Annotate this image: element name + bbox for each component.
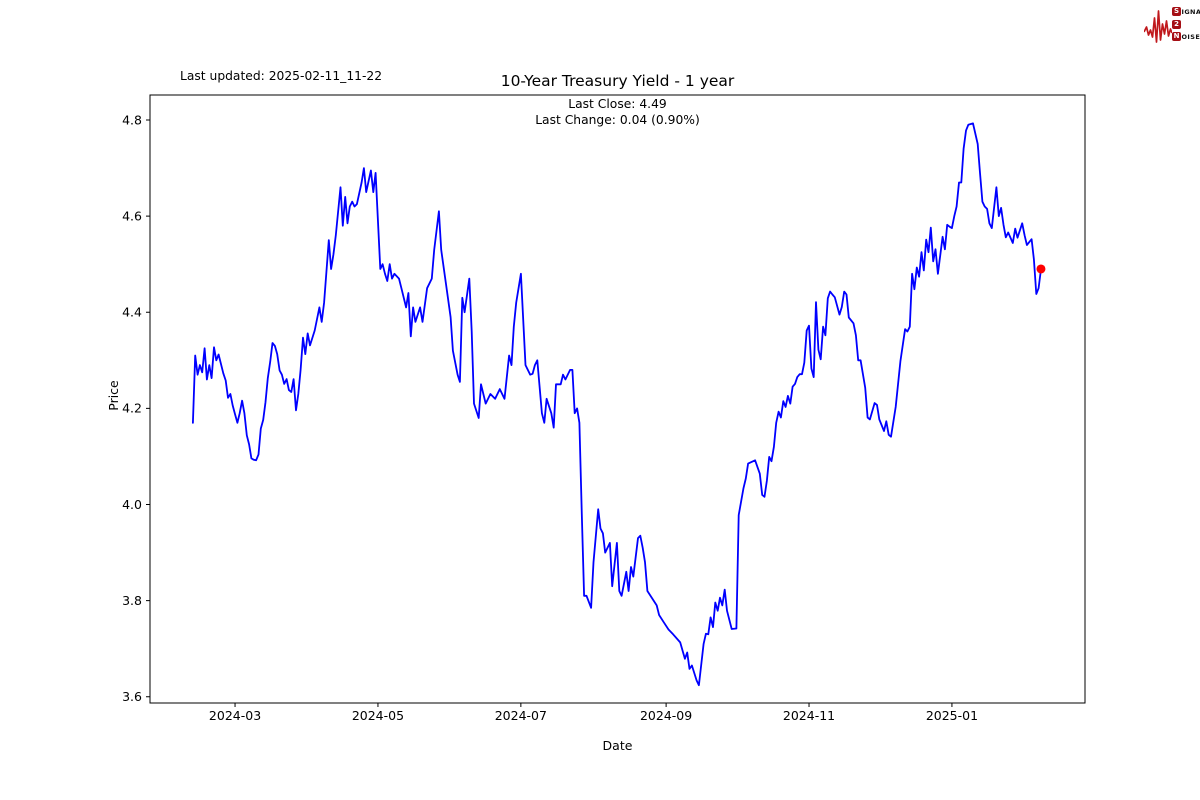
logo-row-signal: S IGNAL: [1172, 7, 1200, 16]
y-tick-label: 4.8: [122, 112, 142, 127]
x-tick-label: 2024-03: [209, 708, 261, 723]
logo-letter-2: 2: [1172, 19, 1181, 29]
chart-subtitle: Last Close: 4.49 Last Change: 0.04 (0.90%…: [150, 97, 1085, 128]
logo-letter-s: S: [1172, 7, 1181, 16]
logo-letter-n: N: [1172, 32, 1181, 41]
last-change-label: Last Change: 0.04 (0.90%): [535, 112, 700, 127]
axes-spines: [149, 94, 1086, 704]
logo-text: S IGNAL 2 N OISE: [1172, 7, 1200, 41]
x-tick-label: 2024-07: [495, 708, 547, 723]
y-tick-label: 4.6: [122, 208, 142, 223]
logo-row-2: 2: [1172, 19, 1200, 29]
x-tick-label: 2024-09: [640, 708, 692, 723]
last-close-label: Last Close: 4.49: [568, 97, 667, 111]
waveform-icon: [1144, 10, 1172, 43]
y-axis-label: Price: [105, 380, 121, 411]
logo-row-noise: N OISE: [1172, 32, 1200, 41]
x-tick-label: 2025-01: [926, 708, 978, 723]
y-tick-label: 3.6: [122, 689, 142, 704]
x-tick-label: 2024-11: [783, 708, 835, 723]
y-tick-label: 3.8: [122, 593, 142, 608]
last-close-dot: [1036, 264, 1046, 274]
chart-title: 10-Year Treasury Yield - 1 year: [500, 72, 735, 90]
last-updated-label: Last updated: 2025-02-11_11-22: [180, 69, 383, 83]
price-line: [191, 122, 1042, 687]
y-tick-label: 4.2: [122, 401, 142, 416]
y-tick-label: 4.0: [122, 497, 142, 512]
y-tick-label: 4.4: [122, 305, 142, 320]
x-axis-label: Date: [602, 738, 633, 753]
x-tick-label: 2024-05: [352, 708, 404, 723]
signal2noise-logo: S IGNAL 2 N OISE: [1144, 4, 1200, 48]
